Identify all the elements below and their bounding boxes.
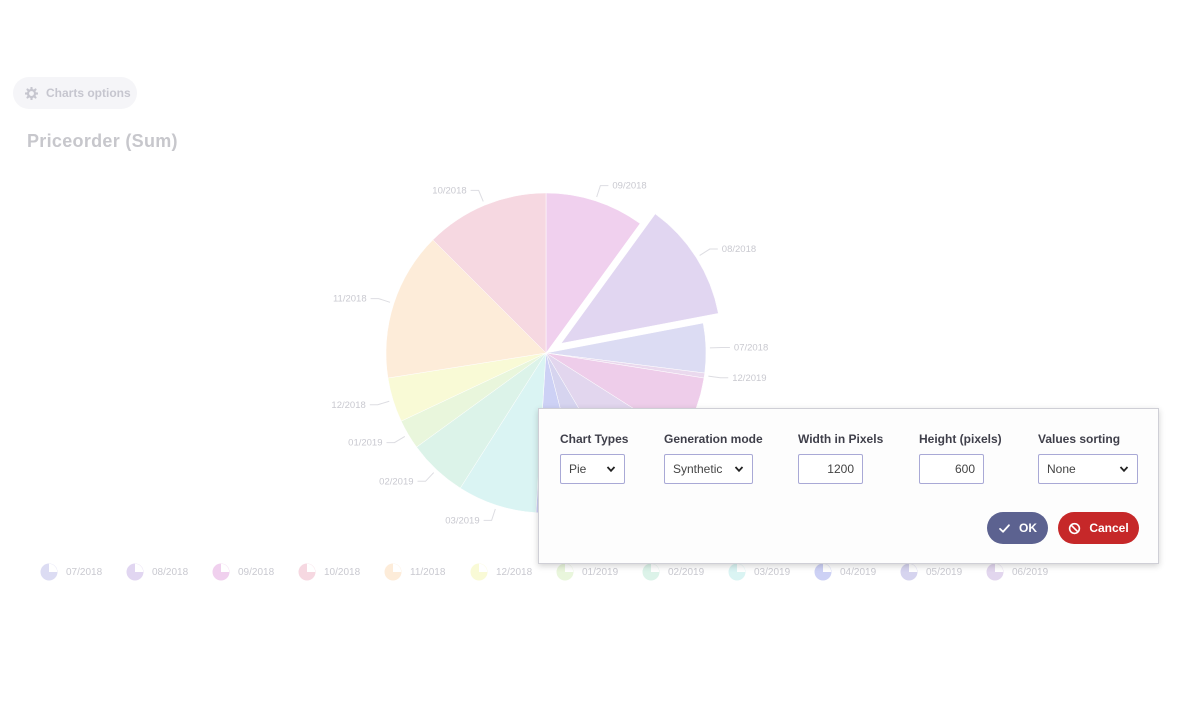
legend-label: 05/2019 bbox=[926, 566, 963, 578]
values-sorting-label: Values sorting bbox=[1038, 432, 1121, 446]
legend-item-01-2019[interactable]: 01/2019 bbox=[556, 563, 618, 581]
slice-label: 01/2019 bbox=[348, 438, 382, 449]
pie-icon bbox=[470, 563, 488, 581]
slice-leader-line bbox=[417, 472, 435, 482]
slice-label: 11/2018 bbox=[333, 294, 367, 305]
legend-label: 07/2018 bbox=[66, 566, 103, 578]
slice-leader-line bbox=[386, 436, 406, 444]
pie-icon bbox=[986, 563, 1004, 581]
legend-item-07-2018[interactable]: 07/2018 bbox=[40, 563, 102, 581]
chevron-down-icon bbox=[734, 466, 744, 473]
legend-item-10-2018[interactable]: 10/2018 bbox=[298, 563, 360, 581]
legend-item-08-2018[interactable]: 08/2018 bbox=[126, 563, 188, 581]
width-input[interactable]: 1200 bbox=[798, 454, 863, 484]
charts-options-button[interactable]: Charts options bbox=[13, 77, 137, 109]
slice-label: 02/2019 bbox=[379, 476, 413, 487]
pie-slice-10-2018[interactable] bbox=[432, 192, 547, 354]
values-sorting-select[interactable]: None bbox=[1038, 454, 1138, 484]
legend-label: 09/2018 bbox=[238, 566, 275, 578]
slice-leader-line bbox=[596, 185, 609, 198]
chart-types-value: Pie bbox=[569, 462, 587, 476]
slice-leader-line bbox=[708, 375, 729, 379]
legend-item-12-2018[interactable]: 12/2018 bbox=[470, 563, 532, 581]
slice-label: 07/2018 bbox=[734, 342, 768, 353]
pie-slice-08-2018[interactable] bbox=[560, 213, 719, 344]
legend-label: 11/2018 bbox=[410, 566, 446, 578]
slice-label: 03/2019 bbox=[445, 515, 479, 526]
values-sorting-value: None bbox=[1047, 462, 1076, 476]
chart-types-field: Chart Types Pie bbox=[560, 432, 628, 484]
pie-icon bbox=[728, 563, 746, 581]
slice-leader-line bbox=[483, 508, 496, 521]
values-sorting-field: Values sorting None bbox=[1038, 432, 1138, 484]
pie-icon bbox=[126, 563, 144, 581]
ok-button[interactable]: OK bbox=[987, 512, 1048, 544]
legend-label: 04/2019 bbox=[840, 566, 877, 578]
chart-options-dialog: Chart Types Pie Generation mode Syntheti… bbox=[538, 408, 1159, 564]
pie-icon bbox=[900, 563, 918, 581]
height-input[interactable]: 600 bbox=[919, 454, 984, 484]
pie-slice-11-2018[interactable] bbox=[385, 239, 547, 379]
chart-types-label: Chart Types bbox=[560, 432, 629, 446]
pie-icon bbox=[384, 563, 402, 581]
legend-label: 06/2019 bbox=[1012, 566, 1049, 578]
chart-title: Priceorder (Sum) bbox=[27, 131, 178, 151]
legend-item-06-2019[interactable]: 06/2019 bbox=[986, 563, 1048, 581]
pie-slice-09-2018[interactable] bbox=[545, 192, 641, 354]
pie-icon bbox=[212, 563, 230, 581]
slice-label: 12/2018 bbox=[331, 400, 365, 411]
pie-icon bbox=[814, 563, 832, 581]
slice-leader-line bbox=[369, 400, 390, 406]
height-label: Height (pixels) bbox=[919, 432, 1002, 446]
legend-item-05-2019[interactable]: 05/2019 bbox=[900, 563, 962, 581]
slice-leader-line bbox=[699, 248, 718, 256]
slice-label: 08/2018 bbox=[722, 244, 756, 255]
legend-item-09-2018[interactable]: 09/2018 bbox=[212, 563, 274, 581]
legend-label: 10/2018 bbox=[324, 566, 361, 578]
slice-label: 10/2018 bbox=[432, 185, 466, 196]
chevron-down-icon bbox=[1119, 466, 1129, 473]
legend-label: 01/2019 bbox=[582, 566, 619, 578]
check-icon bbox=[999, 523, 1010, 533]
legend-item-11-2018[interactable]: 11/2018 bbox=[384, 563, 445, 581]
legend-label: 02/2019 bbox=[668, 566, 705, 578]
height-value: 600 bbox=[954, 462, 975, 476]
cancel-button[interactable]: Cancel bbox=[1058, 512, 1139, 544]
slice-label: 12/2019 bbox=[732, 373, 766, 384]
legend-label: 03/2019 bbox=[754, 566, 791, 578]
generation-mode-select[interactable]: Synthetic bbox=[664, 454, 753, 484]
pie-icon bbox=[642, 563, 660, 581]
legend-label: 12/2018 bbox=[496, 566, 533, 578]
chevron-down-icon bbox=[606, 466, 616, 473]
legend-item-03-2019[interactable]: 03/2019 bbox=[728, 563, 790, 581]
legend-label: 08/2018 bbox=[152, 566, 189, 578]
generation-mode-label: Generation mode bbox=[664, 432, 763, 446]
charts-options-label: Charts options bbox=[46, 86, 131, 100]
ok-label: OK bbox=[1019, 521, 1037, 535]
legend-item-02-2019[interactable]: 02/2019 bbox=[642, 563, 704, 581]
chart-legend: 07/2018 08/2018 09/2018 10/2018 11/2018 12/20… bbox=[40, 563, 1140, 583]
generation-mode-value: Synthetic bbox=[673, 462, 723, 476]
pie-icon bbox=[298, 563, 316, 581]
slice-leader-line bbox=[470, 189, 484, 202]
slice-leader-line bbox=[370, 298, 391, 303]
height-field: Height (pixels) 600 bbox=[919, 432, 1002, 484]
legend-item-04-2019[interactable]: 04/2019 bbox=[814, 563, 876, 581]
generation-mode-field: Generation mode Synthetic bbox=[664, 432, 763, 484]
chart-types-select[interactable]: Pie bbox=[560, 454, 625, 484]
ban-icon bbox=[1069, 522, 1081, 534]
width-field: Width in Pixels 1200 bbox=[798, 432, 883, 484]
pie-icon bbox=[40, 563, 58, 581]
cancel-label: Cancel bbox=[1089, 521, 1129, 535]
width-label: Width in Pixels bbox=[798, 432, 884, 446]
slice-label: 09/2018 bbox=[612, 181, 646, 192]
gear-icon bbox=[25, 86, 38, 100]
width-value: 1200 bbox=[827, 462, 854, 476]
pie-icon bbox=[556, 563, 574, 581]
